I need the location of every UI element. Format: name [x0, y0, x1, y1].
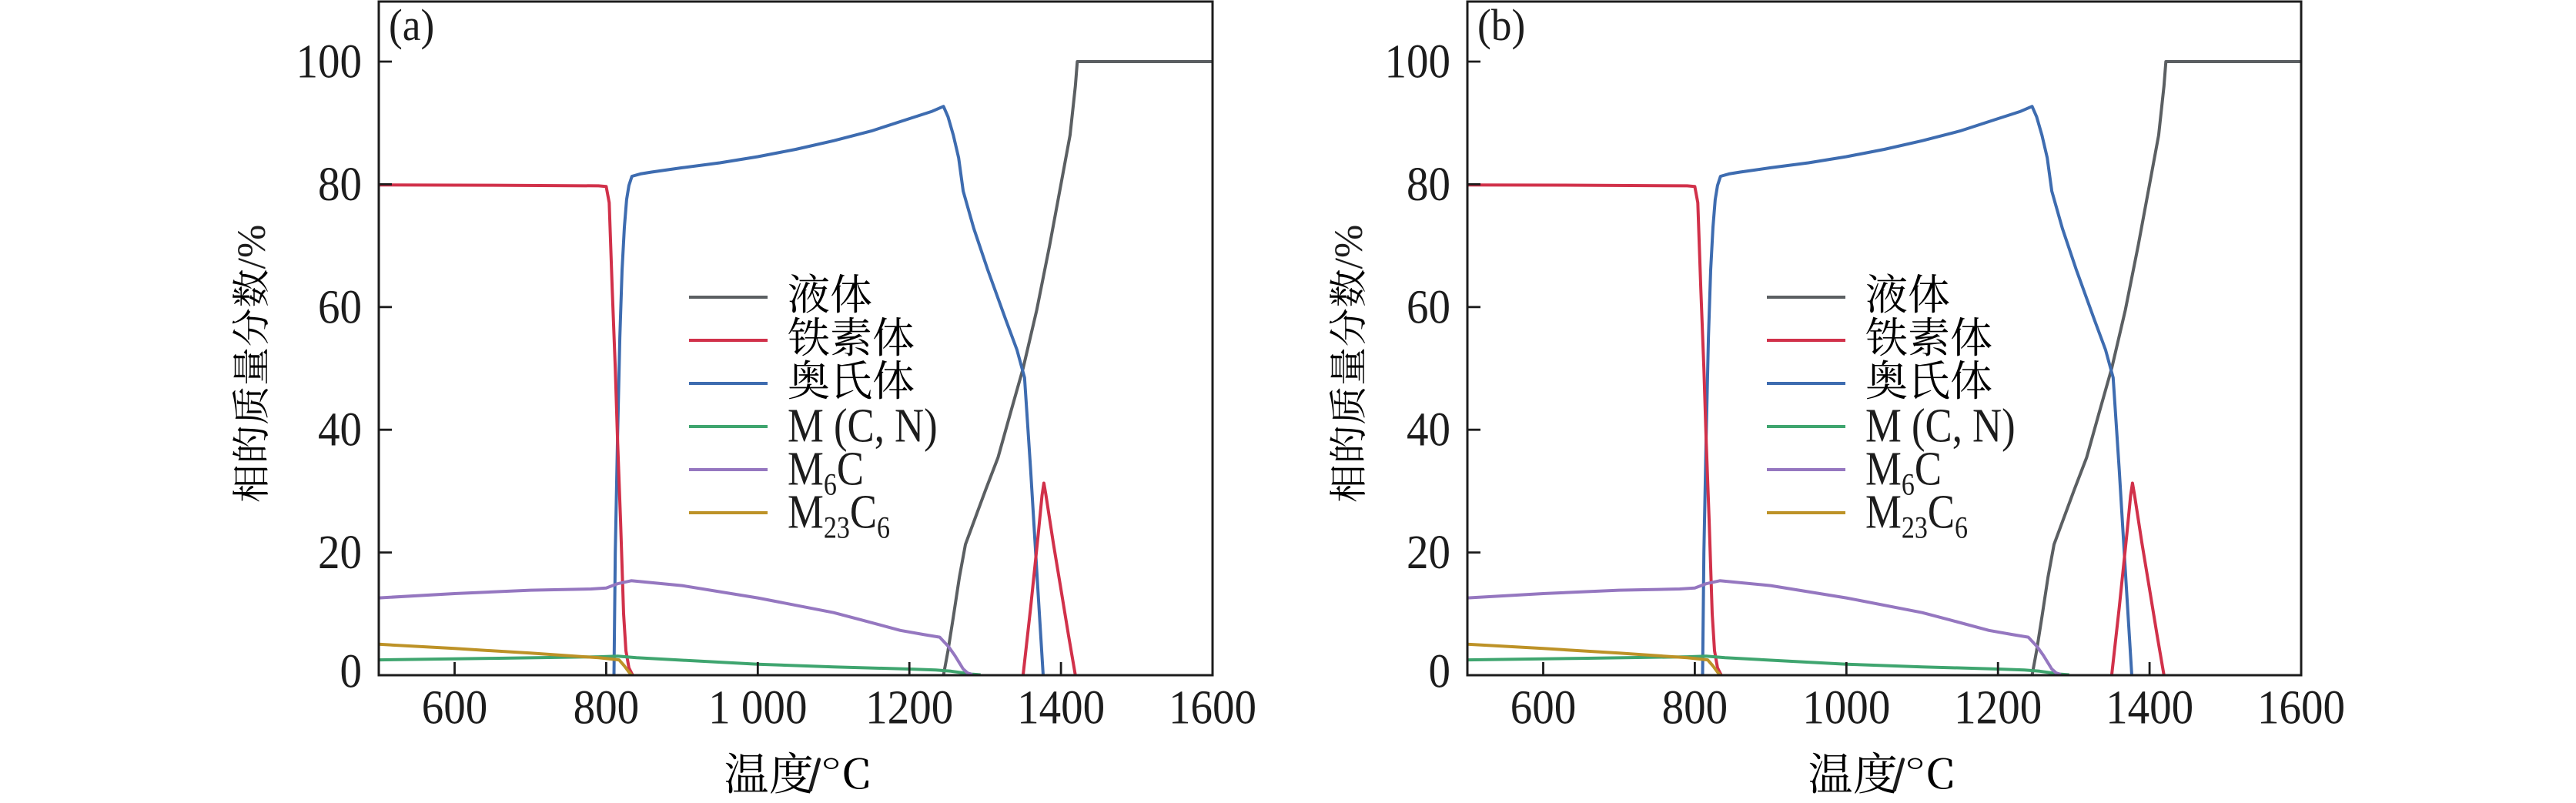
svg-text:M23C6: M23C6	[788, 487, 890, 546]
svg-text:60: 60	[1407, 280, 1450, 333]
svg-text:M6C: M6C	[788, 443, 864, 503]
svg-text:1200: 1200	[1954, 681, 2042, 734]
svg-text:100: 100	[1384, 35, 1450, 88]
svg-text:M (C, N): M (C, N)	[1865, 400, 2016, 453]
svg-text:800: 800	[1662, 681, 1728, 734]
svg-text:1 000: 1 000	[708, 681, 807, 734]
svg-text:0: 0	[340, 644, 362, 698]
svg-text:0: 0	[1428, 644, 1450, 698]
svg-text:800: 800	[574, 681, 640, 734]
svg-text:/%: /%	[230, 225, 274, 269]
svg-text:20: 20	[1407, 526, 1450, 579]
svg-text:(b): (b)	[1477, 1, 1525, 51]
svg-text:/%: /%	[1327, 225, 1371, 269]
svg-text:600: 600	[1510, 681, 1577, 734]
svg-text:80: 80	[1407, 158, 1450, 211]
svg-text:1200: 1200	[865, 681, 953, 734]
svg-text:80: 80	[318, 158, 362, 211]
svg-text:1600: 1600	[1169, 681, 1256, 734]
svg-text:40: 40	[1407, 403, 1450, 457]
svg-text:1400: 1400	[2106, 681, 2193, 734]
svg-text:60: 60	[318, 280, 362, 333]
svg-text:1400: 1400	[1017, 681, 1105, 734]
svg-text:100: 100	[296, 35, 362, 88]
svg-text:600: 600	[422, 681, 488, 734]
svg-text:M (C, N): M (C, N)	[788, 400, 938, 453]
svg-text:1600: 1600	[2257, 681, 2345, 734]
svg-text:40: 40	[318, 403, 362, 457]
svg-text:1000: 1000	[1802, 681, 1890, 734]
svg-text:20: 20	[318, 526, 362, 579]
svg-text:(a): (a)	[389, 1, 434, 51]
